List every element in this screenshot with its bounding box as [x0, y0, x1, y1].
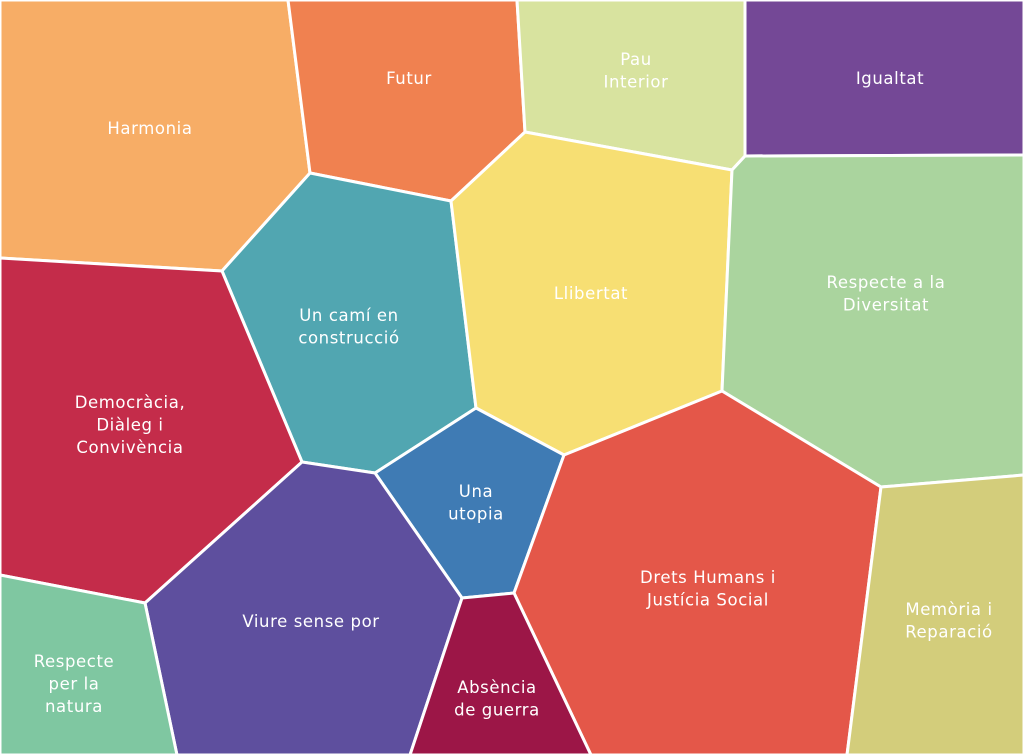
cell-pau-interior: Pau Interior [515, 0, 747, 172]
cell-cami-label-line: construcció [298, 329, 399, 348]
cell-viure-label: Viure sense por [242, 612, 379, 631]
cell-diversitat-label-line: Diversitat [843, 296, 929, 315]
cell-memoria: Memòria i Reparació [845, 473, 1024, 755]
cell-memoria-label: Memòria i Reparació [905, 600, 993, 642]
cell-drets-label: Drets Humans i Justícia Social [640, 568, 776, 610]
cell-harmonia-label-line: Harmonia [107, 119, 192, 138]
cell-drets-label-line: Justícia Social [646, 591, 769, 610]
cell-natura-shape [0, 573, 179, 755]
cell-pau-interior-label: Pau Interior [604, 50, 669, 92]
cell-absencia: Absència de guerra [408, 591, 593, 755]
cell-democracia-label-line: Convivència [76, 438, 183, 457]
cell-absencia-shape [408, 591, 593, 755]
cell-memoria-label-line: Reparació [905, 623, 993, 642]
cell-absencia-label-line: de guerra [454, 701, 540, 720]
cell-natura: Respecte per la natura [0, 573, 179, 755]
cell-democracia-label: Democràcia, Diàleg i Convivència [75, 393, 186, 457]
cell-utopia-label-line: utopia [448, 505, 504, 524]
cell-natura-label-line: per la [49, 675, 100, 694]
cell-cami-label-line: Un camí en [299, 306, 398, 325]
cell-viure: Viure sense por [143, 460, 464, 755]
cell-absencia-label-line: Absència [457, 678, 537, 697]
cell-igualtat-shape [743, 0, 1024, 158]
cell-igualtat-label: Igualtat [856, 69, 924, 88]
cell-llibertat-label: Llibertat [554, 284, 628, 303]
cell-natura-label-line: Respecte [34, 652, 115, 671]
cell-futur-label: Futur [386, 69, 432, 88]
cell-democracia-label-line: Democràcia, [75, 393, 186, 412]
cell-memoria-shape [845, 473, 1024, 755]
cell-utopia-label-line: Una [459, 482, 493, 501]
cell-igualtat-label-line: Igualtat [856, 69, 924, 88]
cell-drets-label-line: Drets Humans i [640, 568, 776, 587]
cell-pau-interior-label-line: Interior [604, 73, 669, 92]
cell-viure-label-line: Viure sense por [242, 612, 379, 631]
cell-cami-label: Un camí en construcció [298, 306, 399, 348]
cell-futur-label-line: Futur [386, 69, 432, 88]
cell-igualtat: Igualtat [743, 0, 1024, 158]
cell-democracia-label-line: Diàleg i [96, 416, 163, 435]
cell-harmonia-label: Harmonia [107, 119, 192, 138]
cell-memoria-label-line: Memòria i [905, 600, 992, 619]
cell-absencia-label: Absència de guerra [454, 678, 540, 720]
cell-diversitat: Respecte a la Diversitat [720, 153, 1024, 489]
cell-natura-label: Respecte per la natura [34, 652, 115, 716]
cell-utopia-label: Una utopia [448, 482, 504, 524]
cell-natura-label-line: natura [45, 697, 103, 716]
cell-pau-interior-label-line: Pau [620, 50, 652, 69]
cell-llibertat-label-line: Llibertat [554, 284, 628, 303]
cell-diversitat-label: Respecte a la Diversitat [827, 273, 946, 315]
cell-diversitat-label-line: Respecte a la [827, 273, 946, 292]
